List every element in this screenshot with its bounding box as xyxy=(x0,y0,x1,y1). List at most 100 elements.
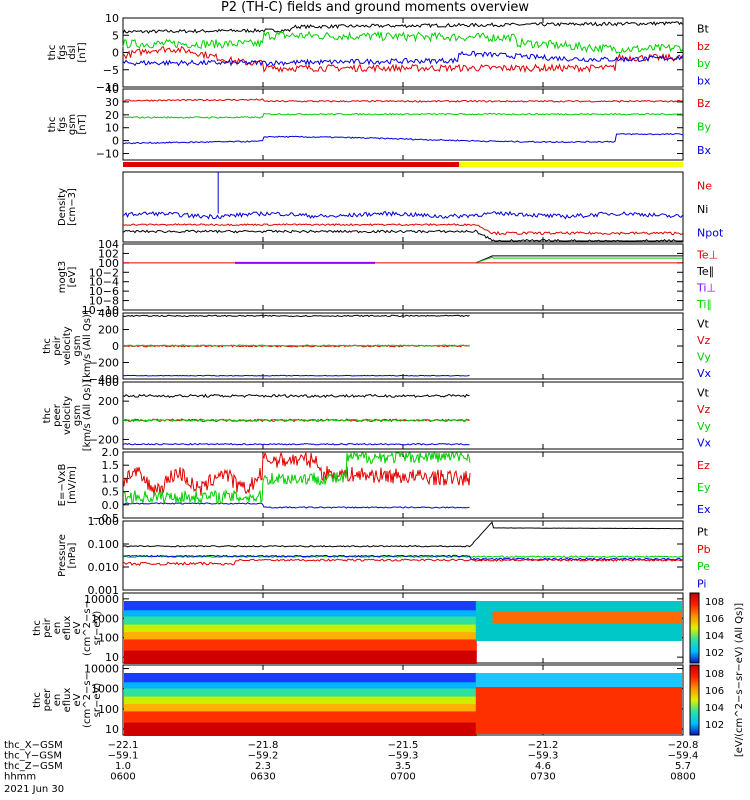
xaxis-value-2-0: 1.0 xyxy=(115,761,131,772)
series-Npot xyxy=(122,210,683,220)
panel-efield-ytick-label: 0.0 xyxy=(102,499,120,512)
panel-pressure-ylabel: [nPa] xyxy=(67,542,78,568)
panel-temperature-ytick-label: 10−4 xyxy=(89,276,119,289)
peir-band xyxy=(124,632,477,641)
panel-fgs-gsm-ytick-label: 0 xyxy=(112,135,119,148)
panel-peer-velocity-ylabel: velocity xyxy=(62,396,73,435)
panel-peir-velocity-ytick-label: 200 xyxy=(98,324,119,337)
panel-peer-en-eflux-ylabel: sr−eV) xyxy=(92,683,103,718)
xaxis-value-1-4: −59.4 xyxy=(668,751,699,762)
panel-peir-en-eflux-ytick-label: 1000 xyxy=(91,612,119,625)
xaxis-value-0-4: −20.8 xyxy=(668,740,699,751)
peer-band xyxy=(124,673,477,684)
xaxis-value-0-2: −21.5 xyxy=(388,740,419,751)
xaxis-date: 2021 Jun 30 xyxy=(4,784,64,795)
series-By xyxy=(122,112,683,119)
panel-peir-velocity-ytick-label: 400 xyxy=(98,307,119,320)
panel-peir-en-eflux-ylabel: peir xyxy=(42,617,53,637)
panel-peir-velocity-ylabel: velocity xyxy=(62,326,73,365)
legend-peer-velocity-Vy: Vy xyxy=(697,420,711,433)
panel-peer-velocity-ytick-label: 0 xyxy=(112,414,119,427)
xaxis-value-1-0: −59.1 xyxy=(108,751,139,762)
panel-temperature-ylabel: [eV] xyxy=(67,267,78,288)
panel-peir-velocity-ytick-label: 0 xyxy=(112,340,119,353)
series-Vy xyxy=(122,344,470,347)
panel-peer-en-eflux-ytick-label: 100 xyxy=(98,703,119,716)
series-by xyxy=(122,30,683,54)
panel-fgs-gsm-ytick-label: 30 xyxy=(105,96,119,109)
series-Vy xyxy=(122,418,470,422)
peer-band xyxy=(124,696,477,705)
panel-peer-en-eflux-ylabel: peer xyxy=(42,688,53,712)
panel-fgs-gsm-ytick-label: 20 xyxy=(105,109,119,122)
panel-fgs-dsl-ylabel: [nT] xyxy=(77,42,88,62)
panel-fgs-gsm-ylabel: thc xyxy=(47,117,58,133)
legend-fgs-gsm-By: By xyxy=(697,121,712,134)
panel-peir-en-eflux-ytick-label: 100 xyxy=(98,632,119,645)
panel-peir-en-eflux-ylabel: eflux xyxy=(62,616,73,641)
panel-peir-en-eflux-ylabel: sr−eV) xyxy=(92,611,103,646)
series-Pt xyxy=(122,521,683,548)
colorbar-label: [eV/(cm^2−s−sr−eV) (All Qs)] xyxy=(734,603,745,757)
panel-temperature-ytick-label: 100 xyxy=(98,257,119,270)
peer-slow-top xyxy=(475,673,682,687)
panel-pressure-ylabel: Pressure xyxy=(57,534,68,577)
xaxis-value-3-4: 0800 xyxy=(670,772,695,783)
series-Te∥ xyxy=(475,255,683,264)
xaxis-row-label-2: thc_Z−GSM xyxy=(4,761,63,772)
legend-efield-Ex: Ex xyxy=(697,503,711,516)
panel-fgs-dsl-ytick-label: 0 xyxy=(112,47,119,60)
panel-density-ylabel: Density xyxy=(57,188,68,226)
panel-fgs-dsl-ylabel: fgs xyxy=(57,45,68,60)
panel-peir-en-eflux-ytick-label: 10000 xyxy=(84,593,119,606)
legend-temperature-Te∥: Te∥ xyxy=(696,265,714,278)
panel-fgs-dsl-ylabel: dsl xyxy=(67,45,78,59)
peir-band xyxy=(124,624,477,633)
peir-band xyxy=(124,639,477,652)
xaxis-row-label-1: thc_Y−GSM xyxy=(4,751,62,762)
colorbar-tick: 104 xyxy=(705,703,724,714)
legend-temperature-Ti⊥: Ti⊥ xyxy=(696,281,716,294)
legend-peer-velocity-Vx: Vx xyxy=(697,437,712,450)
panel-fgs-gsm-ytick-label: 40 xyxy=(105,83,119,96)
panel-fgs-gsm-ytick-label: 10 xyxy=(105,122,119,135)
panel-peir-en-eflux-ytick-label: 10 xyxy=(105,651,119,664)
panel-efield-ytick-label: 0.5 xyxy=(102,486,120,499)
series-Pi xyxy=(122,554,683,561)
colorbar-0 xyxy=(689,592,700,664)
series-Vx xyxy=(122,374,470,377)
panel-fgs-gsm-ytick-label: −10 xyxy=(96,148,119,161)
xaxis-value-1-2: −59.3 xyxy=(388,751,419,762)
panel-fgs-dsl-ytick-label: −10 xyxy=(96,81,119,94)
panel-pressure-ytick-label: 1.000 xyxy=(88,515,120,528)
panel-peer-en-eflux-ylabel: eflux xyxy=(62,688,73,713)
panel-fgs-dsl-ylabel: thc xyxy=(47,45,58,61)
series-Pb xyxy=(123,558,683,566)
xaxis-row-label-3: hhmm xyxy=(4,772,36,783)
legend-fgs-gsm-Bz: Bz xyxy=(697,97,711,110)
legend-temperature-Te⊥: Te⊥ xyxy=(696,248,718,261)
panel-temperature-ytick-label: 102 xyxy=(98,247,119,260)
xaxis-value-0-3: −21.2 xyxy=(528,740,559,751)
panel-temperature-ytick-label: 10−10 xyxy=(82,304,119,317)
legend-fgs-dsl-bx: bx xyxy=(697,74,711,87)
panel-temperature-ytick-label: 104 xyxy=(98,238,119,251)
plot-title: P2 (TH-C) fields and ground moments over… xyxy=(220,0,530,15)
panel-peer-en-eflux-ylabel: en xyxy=(52,694,63,707)
panel-peer-en-eflux-ytick-label: 10 xyxy=(105,723,119,736)
panel-peer-velocity-ylabel: thc xyxy=(42,408,53,424)
colorbar-tick: 108 xyxy=(705,597,724,608)
peir-band xyxy=(124,610,477,618)
legend-pressure-Pi: Pi xyxy=(697,577,706,590)
panel-peir-velocity-ylabel: peir xyxy=(52,335,63,355)
series-Ni xyxy=(122,229,683,242)
panel-peer-en-eflux-ylabel: (cm^2−s− xyxy=(82,672,93,728)
peer-band xyxy=(124,704,477,713)
panel-peer-en-eflux-ylabel: thc xyxy=(32,692,43,708)
panel-density-ylabel: [cm−3] xyxy=(67,188,78,226)
xaxis-value-2-3: 4.6 xyxy=(535,761,551,772)
mode-bar-slow xyxy=(459,162,683,167)
xaxis-value-2-4: 5.7 xyxy=(675,761,691,772)
colorbar-tick: 106 xyxy=(705,686,724,697)
